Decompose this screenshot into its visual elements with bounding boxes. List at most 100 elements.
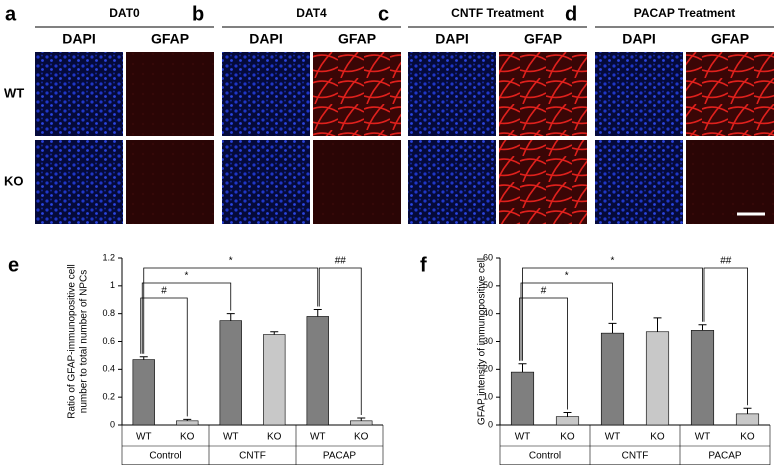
- error-bar: [698, 324, 707, 331]
- column-header: DAPI: [622, 31, 655, 47]
- column-header: GFAP: [338, 31, 376, 47]
- x-tick-label: KO: [354, 432, 369, 443]
- significance-bracket: [143, 267, 319, 354]
- panel-letter: b: [192, 3, 204, 25]
- micrograph: [222, 140, 310, 224]
- column-header: DAPI: [62, 31, 95, 47]
- y-tick-label: 0.6: [102, 336, 115, 346]
- y-tick-label: 1: [110, 280, 115, 290]
- bar: [555, 416, 580, 426]
- significance-label: *: [229, 256, 233, 267]
- significance-bracket: [520, 282, 613, 361]
- error-bar: [270, 331, 279, 335]
- error-bar: [608, 322, 617, 334]
- x-tick-label: WT: [695, 432, 711, 443]
- panel-letter: f: [420, 254, 427, 276]
- micrograph: [499, 52, 587, 136]
- significance-label: #: [541, 286, 547, 297]
- y-tick-label: 0: [110, 419, 115, 429]
- bar: [176, 420, 199, 426]
- micrograph: [686, 140, 774, 224]
- x-tick-label: WT: [515, 432, 531, 443]
- group-label: PACAP: [323, 451, 356, 462]
- micrograph: [313, 140, 401, 224]
- column-header: GFAP: [711, 31, 749, 47]
- y-axis-label: Ratio of GFAP-immunopositive cell: [67, 264, 78, 419]
- y-tick-label: 50: [483, 280, 493, 290]
- panel-title: DAT0: [109, 6, 140, 20]
- micrograph: [222, 52, 310, 136]
- bar: [219, 320, 242, 426]
- error-bar: [313, 308, 322, 317]
- panel-letter: d: [565, 3, 577, 25]
- x-tick-label: KO: [180, 432, 195, 443]
- y-tick-label: 0.8: [102, 308, 115, 318]
- micrograph: [126, 140, 214, 224]
- row-label: WT: [4, 85, 24, 100]
- micrograph: [35, 140, 123, 224]
- y-tick-label: 0.2: [102, 392, 115, 402]
- y-tick-label: 0: [488, 419, 493, 429]
- y-axis-label: GFAP intensity of immunopositive cell: [477, 258, 488, 425]
- significance-label: *: [185, 271, 189, 282]
- significance-label: *: [565, 271, 569, 282]
- bar: [350, 420, 373, 426]
- panel-title: DAT4: [296, 6, 327, 20]
- significance-bracket: [140, 297, 188, 417]
- error-bar: [183, 418, 192, 421]
- x-tick-label: KO: [267, 432, 282, 443]
- error-bar: [653, 317, 662, 332]
- bar: [263, 334, 286, 426]
- panel-title: CNTF Treatment: [451, 6, 544, 20]
- group-label: PACAP: [708, 451, 741, 462]
- error-bar: [563, 411, 572, 417]
- bar: [600, 332, 625, 426]
- significance-bracket: [522, 267, 703, 361]
- significance-label: #: [161, 286, 167, 297]
- error-bar: [226, 313, 235, 321]
- panel-letter: e: [8, 254, 19, 276]
- significance-label: ##: [335, 256, 347, 267]
- error-bar: [518, 363, 527, 373]
- column-header: DAPI: [435, 31, 468, 47]
- x-tick-label: WT: [136, 432, 152, 443]
- error-bar: [357, 417, 366, 421]
- significance-bracket: [141, 282, 232, 354]
- column-header: DAPI: [249, 31, 282, 47]
- x-tick-label: WT: [310, 432, 326, 443]
- significance-bracket: [318, 267, 362, 416]
- micrograph: [35, 52, 123, 136]
- significance-bracket: [519, 297, 568, 410]
- x-tick-label: KO: [560, 432, 575, 443]
- micrograph: [408, 140, 496, 224]
- micrograph: [408, 52, 496, 136]
- bar: [645, 331, 670, 426]
- x-tick-label: WT: [605, 432, 621, 443]
- group-label: Control: [149, 451, 181, 462]
- x-tick-label: KO: [650, 432, 665, 443]
- micrograph: [126, 52, 214, 136]
- bar: [510, 371, 535, 426]
- error-bar: [139, 356, 148, 360]
- x-tick-label: KO: [740, 432, 755, 443]
- bar: [306, 316, 329, 426]
- panel-letter: c: [378, 3, 389, 25]
- row-label: KO: [4, 173, 24, 188]
- micrograph: [499, 140, 587, 224]
- y-tick-label: 20: [483, 364, 493, 374]
- micrograph: [313, 52, 401, 136]
- micrograph: [686, 52, 774, 136]
- y-tick-label: 0.4: [102, 364, 115, 374]
- column-header: GFAP: [524, 31, 562, 47]
- micrograph: [595, 52, 683, 136]
- y-tick-label: 30: [483, 336, 493, 346]
- y-tick-label: 10: [483, 392, 493, 402]
- x-tick-label: WT: [223, 432, 239, 443]
- group-label: CNTF: [622, 451, 649, 462]
- error-bar: [743, 407, 752, 414]
- panel-letter: a: [5, 3, 17, 25]
- significance-label: ##: [720, 256, 732, 267]
- bar: [735, 413, 760, 426]
- significance-bracket: [703, 267, 748, 406]
- y-axis-label: number to total number of NPCs: [79, 270, 90, 413]
